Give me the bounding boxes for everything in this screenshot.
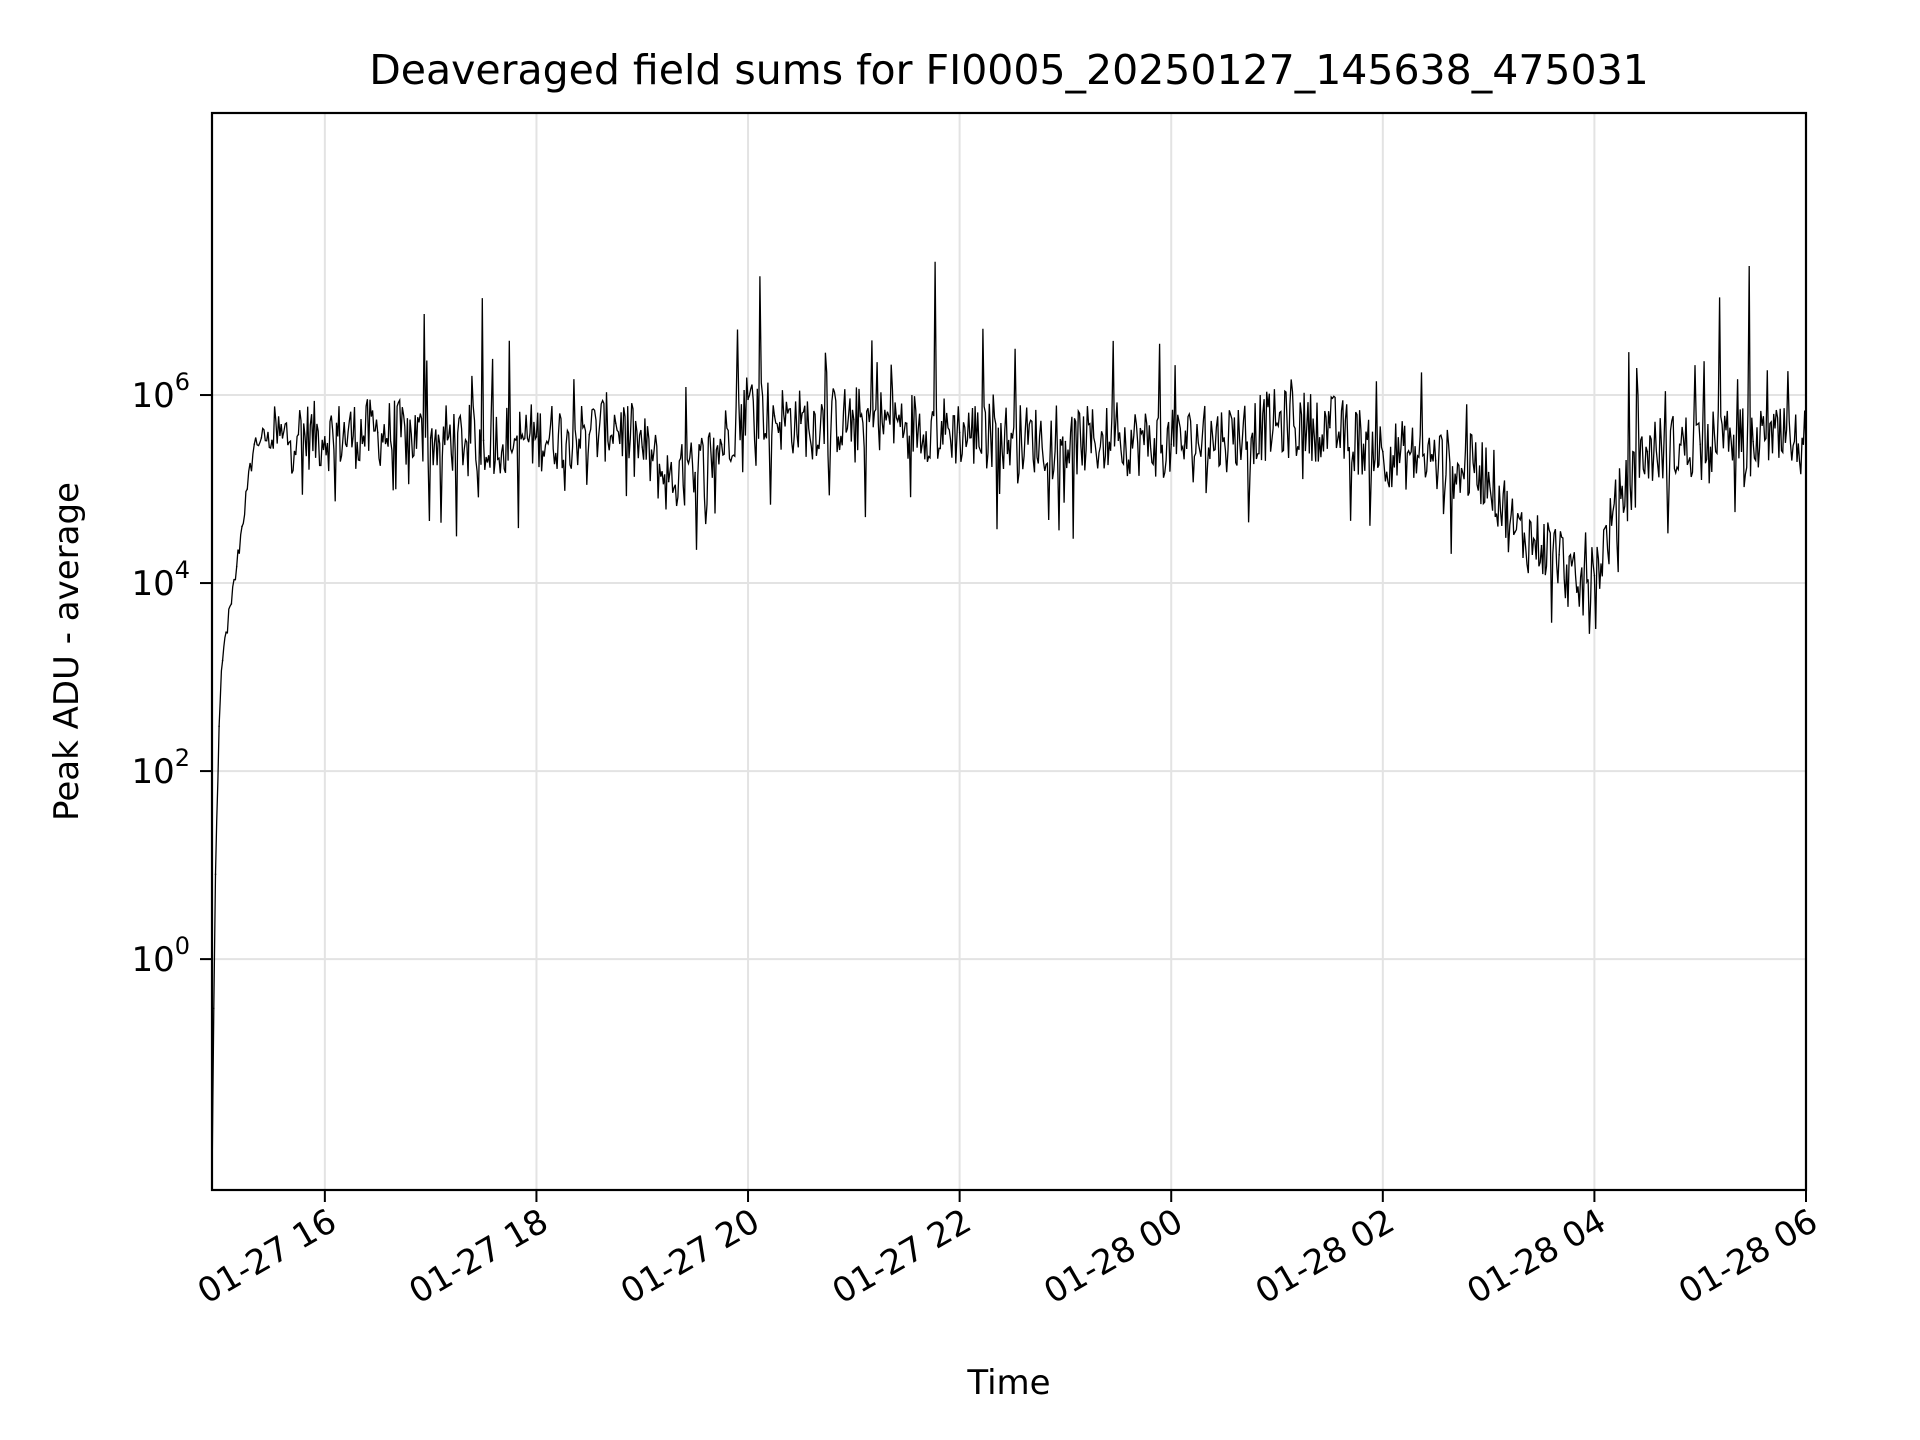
data-point bbox=[1575, 591, 1578, 593]
data-point bbox=[281, 437, 284, 439]
y-tick-exponent: 2 bbox=[175, 744, 190, 772]
data-point bbox=[429, 437, 432, 439]
data-point bbox=[1170, 443, 1173, 445]
plot-area-frame bbox=[210, 111, 1808, 1192]
grid-lines bbox=[212, 113, 1807, 1190]
data-point bbox=[271, 439, 273, 442]
data-point bbox=[1646, 450, 1649, 453]
data-point bbox=[225, 631, 227, 634]
x-axis-ticks: 01-27 16 01-27 18 01-27 20 01-27 22 01-28 00… bbox=[191, 1190, 1825, 1312]
data-point bbox=[1064, 440, 1067, 443]
data-point bbox=[1620, 497, 1622, 499]
y-tick-exponent: 6 bbox=[175, 368, 190, 396]
x-tick-label: 01-28 06 bbox=[1672, 1201, 1824, 1312]
series-line-group bbox=[211, 261, 1807, 1186]
data-point bbox=[221, 659, 224, 662]
data-point bbox=[535, 435, 538, 438]
data-point bbox=[212, 1007, 215, 1010]
y-tick-base: 10 bbox=[131, 940, 174, 980]
y-tick-base: 10 bbox=[131, 752, 174, 792]
data-point bbox=[667, 480, 670, 483]
data-point bbox=[694, 471, 696, 474]
data-point bbox=[241, 525, 243, 528]
data-point bbox=[641, 446, 644, 448]
data-point bbox=[1382, 450, 1384, 453]
data-point bbox=[747, 398, 749, 401]
chart-title: Deaveraged field sums for FI0005_2025012… bbox=[369, 46, 1649, 94]
y-tick-exponent: 0 bbox=[175, 932, 190, 960]
data-point bbox=[853, 418, 855, 421]
data-point bbox=[720, 443, 723, 445]
x-tick-label: 01-28 04 bbox=[1461, 1201, 1613, 1312]
data-point bbox=[218, 725, 220, 728]
data-point bbox=[230, 603, 233, 605]
y-tick-base: 10 bbox=[131, 376, 174, 416]
data-point bbox=[324, 435, 326, 438]
x-tick-label: 01-27 16 bbox=[191, 1201, 343, 1312]
y-axis-label: Peak ADU - average bbox=[47, 482, 87, 821]
data-point bbox=[1223, 437, 1225, 439]
data-point bbox=[588, 433, 591, 436]
data-point bbox=[958, 431, 961, 434]
data-point bbox=[482, 439, 485, 442]
data-point bbox=[1011, 437, 1014, 439]
x-tick-label: 01-28 00 bbox=[1037, 1201, 1189, 1312]
data-point bbox=[614, 422, 617, 425]
data-point bbox=[246, 488, 249, 490]
data-point bbox=[1434, 459, 1437, 462]
x-tick-label: 01-27 22 bbox=[826, 1201, 978, 1312]
data-point bbox=[253, 443, 256, 445]
data-point bbox=[773, 415, 776, 417]
data-point bbox=[297, 433, 300, 436]
data-point bbox=[235, 565, 238, 568]
data-point bbox=[376, 431, 379, 434]
y-tick-label: 106 bbox=[131, 368, 190, 416]
data-point bbox=[1558, 553, 1560, 556]
data-point bbox=[1487, 471, 1490, 474]
x-tick-label: 01-27 18 bbox=[403, 1201, 555, 1312]
x-axis-label: Time bbox=[966, 1363, 1050, 1403]
data-point bbox=[800, 422, 802, 425]
data-point bbox=[1752, 440, 1754, 443]
x-tick-label: 01-27 20 bbox=[614, 1201, 766, 1312]
data-point bbox=[1329, 426, 1331, 429]
data-point bbox=[905, 422, 908, 425]
data-point bbox=[1117, 439, 1120, 442]
data-point bbox=[1540, 544, 1543, 547]
data-point bbox=[1699, 443, 1702, 445]
y-tick-base: 10 bbox=[131, 564, 174, 604]
data-point bbox=[260, 437, 263, 439]
data-point bbox=[1593, 574, 1596, 577]
y-tick-exponent: 4 bbox=[175, 556, 190, 584]
data-point bbox=[214, 873, 217, 876]
y-tick-label: 104 bbox=[131, 556, 190, 604]
series-line bbox=[211, 261, 1807, 1185]
x-tick-label: 01-28 02 bbox=[1249, 1201, 1401, 1312]
y-tick-label: 100 bbox=[131, 932, 190, 980]
data-point bbox=[1514, 531, 1516, 533]
data-point bbox=[1276, 422, 1278, 425]
y-tick-label: 102 bbox=[131, 744, 190, 792]
